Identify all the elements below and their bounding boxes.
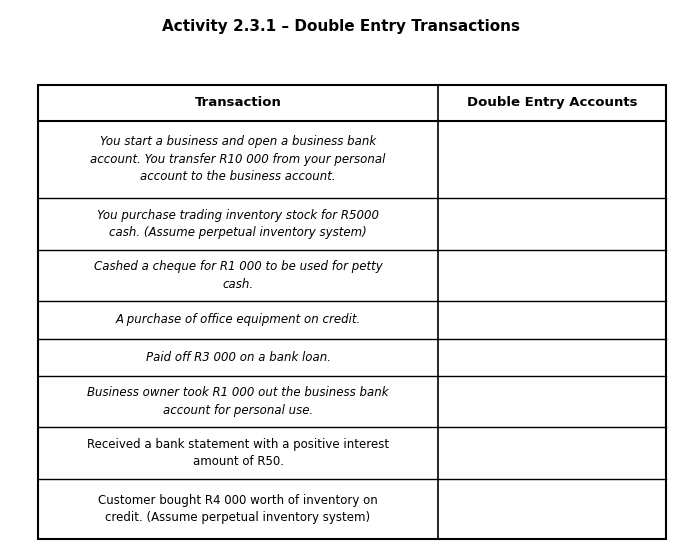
Text: Paid off R3 000 on a bank loan.: Paid off R3 000 on a bank loan. [145,351,331,363]
Text: Business owner took R1 000 out the business bank
account for personal use.: Business owner took R1 000 out the busin… [87,386,389,417]
Text: Double Entry Accounts: Double Entry Accounts [467,97,637,109]
Text: Cashed a cheque for R1 000 to be used for petty
cash.: Cashed a cheque for R1 000 to be used fo… [94,260,382,291]
Text: Transaction: Transaction [195,97,281,109]
Text: Activity 2.3.1 – Double Entry Transactions: Activity 2.3.1 – Double Entry Transactio… [163,19,520,34]
Text: Customer bought R4 000 worth of inventory on
credit. (Assume perpetual inventory: Customer bought R4 000 worth of inventor… [98,494,378,524]
Text: You start a business and open a business bank
account. You transfer R10 000 from: You start a business and open a business… [90,136,386,183]
Bar [38,85,666,539]
Text: You purchase trading inventory stock for R5000
cash. (Assume perpetual inventory: You purchase trading inventory stock for… [97,209,379,239]
Text: A purchase of office equipment on credit.: A purchase of office equipment on credit… [115,313,361,327]
Text: Received a bank statement with a positive interest
amount of R50.: Received a bank statement with a positiv… [87,438,389,468]
